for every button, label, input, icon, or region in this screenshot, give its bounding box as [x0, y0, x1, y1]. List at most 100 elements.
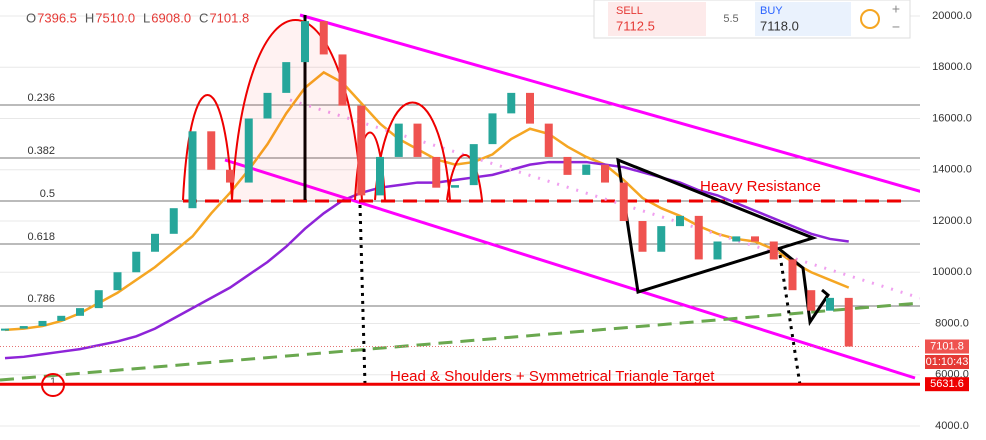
candle	[451, 185, 459, 188]
arc	[374, 101, 451, 201]
candle	[113, 272, 122, 291]
y-tick-label: 20000.0	[932, 10, 972, 22]
y-tick-label: 18000.0	[932, 61, 972, 73]
candle	[169, 208, 178, 234]
sell-label: SELL	[616, 5, 643, 17]
info-icon[interactable]	[860, 9, 880, 29]
channel-bottom	[224, 158, 916, 380]
sell-price: 7112.5	[616, 18, 655, 33]
ohlc-key: O	[26, 10, 36, 25]
candle	[132, 251, 141, 273]
y-tick-label: 14000.0	[932, 164, 972, 176]
candle	[357, 105, 366, 196]
fib-label: 0.618	[27, 231, 55, 243]
buy-price: 7118.0	[760, 18, 799, 33]
candle	[244, 118, 253, 183]
candle	[526, 92, 534, 124]
candle	[319, 21, 328, 55]
fib-label: 0.236	[27, 92, 55, 104]
measure-line	[778, 254, 802, 386]
candle	[394, 123, 403, 157]
candle	[469, 144, 478, 186]
candle	[807, 290, 816, 311]
candle	[582, 164, 591, 175]
target-box	[925, 377, 969, 392]
y-tick-label: 10000.0	[932, 266, 972, 278]
candle	[376, 156, 384, 196]
arc	[446, 154, 483, 201]
minus-icon[interactable]: −	[892, 19, 900, 35]
candle	[769, 241, 778, 260]
candle	[188, 131, 197, 209]
arc	[231, 19, 363, 201]
ohlc-value: 6908.0	[151, 10, 191, 25]
spread: 5.5	[723, 13, 738, 25]
buy-label: BUY	[760, 5, 783, 17]
candle	[282, 62, 291, 93]
ohlc-key: H	[85, 10, 94, 25]
candle	[694, 215, 703, 260]
y-tick-label: 12000.0	[932, 215, 972, 227]
candle	[94, 290, 103, 309]
moving-average	[4, 70, 850, 332]
candle	[207, 131, 216, 170]
trade-ticket[interactable]: SELL 7112.5 5.5 BUY 7118.0 + −	[593, 0, 911, 39]
measure-line	[358, 204, 367, 386]
channel-top	[299, 13, 986, 212]
candle	[338, 54, 347, 106]
ohlc-value: 7101.8	[209, 10, 249, 25]
ohlc-value: 7510.0	[95, 10, 135, 25]
ohlc-key: L	[143, 10, 150, 25]
candle	[844, 297, 853, 347]
triangle	[616, 157, 818, 294]
candle	[151, 233, 159, 252]
candle	[563, 156, 572, 175]
candle	[788, 259, 797, 291]
candle	[751, 236, 759, 242]
candle	[413, 123, 422, 157]
timer: 01:10:43	[926, 356, 969, 368]
y-tick-label: 8000.0	[935, 317, 969, 329]
plus-icon[interactable]: +	[892, 1, 900, 17]
y-tick-label: 4000.0	[935, 420, 969, 432]
last-price-box	[925, 339, 969, 354]
target-label: 5631.6	[930, 378, 964, 390]
candle	[226, 169, 234, 183]
candle	[38, 320, 47, 327]
candle	[713, 241, 722, 260]
candle	[19, 326, 28, 329]
fib-label: 0.382	[27, 145, 55, 157]
candle	[732, 236, 741, 242]
candle	[301, 21, 309, 63]
ohlc-header: O 7396.5 H 7510.0 L 6908.0 C 7101.8	[26, 10, 249, 25]
candle	[263, 92, 272, 119]
sell-button[interactable]	[608, 2, 706, 36]
drawings	[0, 13, 986, 397]
candle	[1, 328, 9, 331]
candle	[601, 164, 609, 183]
candle	[76, 308, 84, 316]
candle	[619, 182, 628, 221]
fib-label: 1	[50, 376, 56, 388]
candle	[657, 226, 666, 252]
y-tick-label: 16000.0	[932, 112, 972, 124]
timer-box	[925, 355, 969, 369]
candle	[507, 92, 516, 114]
candle	[57, 315, 66, 321]
candle	[432, 156, 441, 188]
last-price-label: 7101.8	[930, 340, 964, 352]
ohlc-value: 7396.5	[37, 10, 77, 25]
candle	[676, 215, 684, 227]
candle	[544, 123, 553, 157]
annotation: Head & Shoulders + Symmetrical Triangle …	[390, 368, 715, 385]
moving-average	[4, 160, 849, 360]
fib-label: 0.786	[27, 293, 55, 305]
candle	[488, 113, 497, 145]
buy-button[interactable]	[755, 2, 851, 36]
fib-label: 0.5	[40, 188, 55, 200]
annotation: Heavy Resistance	[700, 178, 821, 195]
ohlc-key: C	[199, 10, 208, 25]
arc	[182, 94, 233, 201]
candle	[638, 221, 647, 252]
